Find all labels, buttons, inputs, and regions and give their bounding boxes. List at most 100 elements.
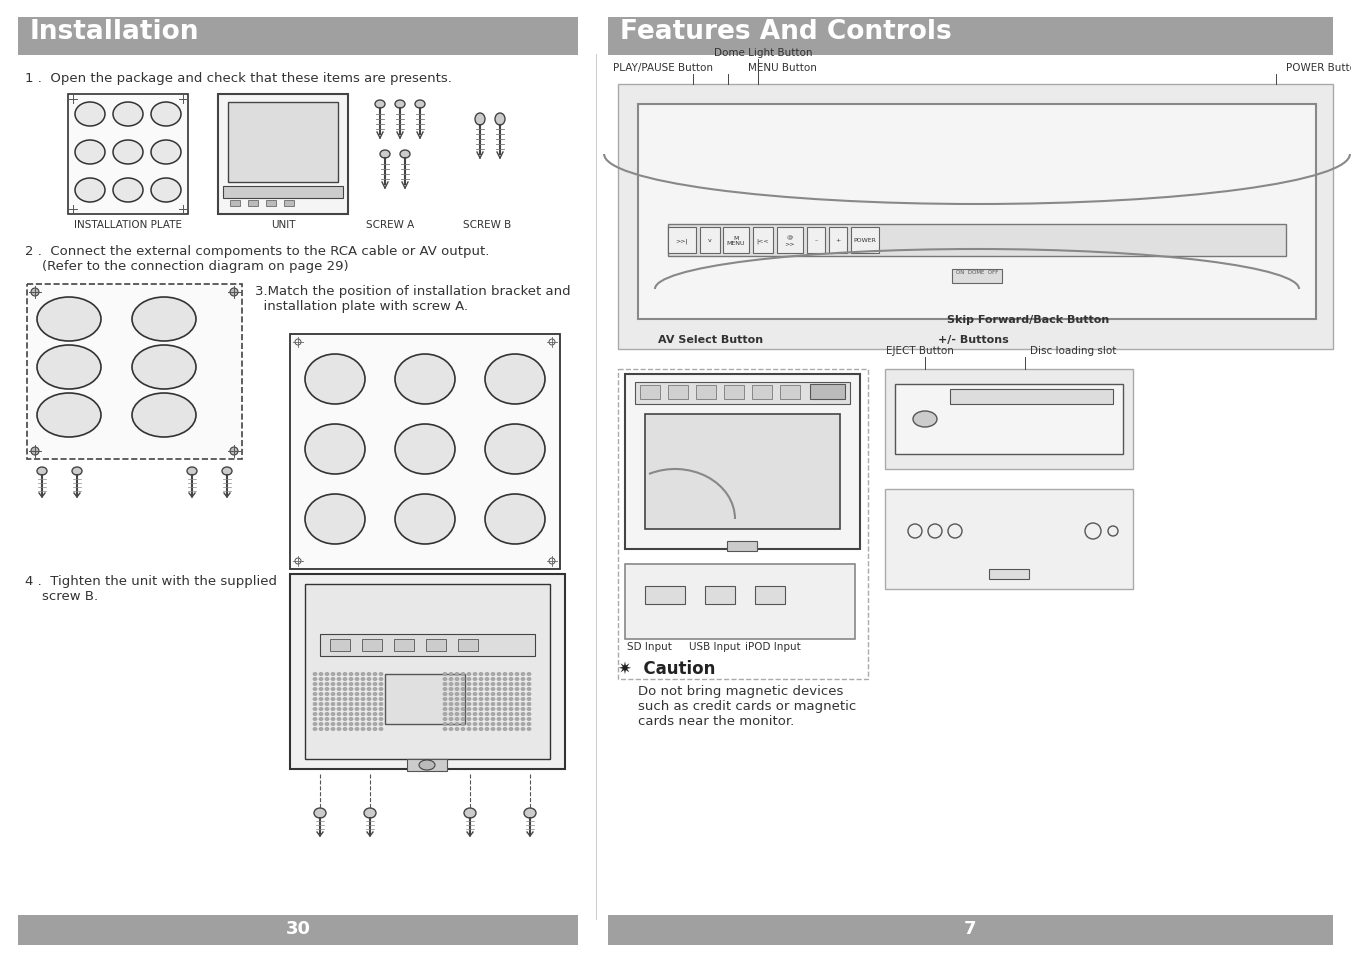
Ellipse shape: [380, 673, 382, 676]
Ellipse shape: [467, 693, 471, 696]
Bar: [617, 85, 1333, 350]
Ellipse shape: [336, 693, 340, 696]
Bar: [635, 382, 850, 405]
Ellipse shape: [355, 673, 359, 676]
Ellipse shape: [449, 708, 453, 711]
Ellipse shape: [509, 713, 513, 716]
Bar: [644, 586, 685, 604]
Ellipse shape: [326, 713, 330, 716]
Ellipse shape: [36, 297, 101, 341]
Bar: [885, 490, 1133, 589]
Text: Disc loading slot: Disc loading slot: [1029, 346, 1116, 355]
Bar: [394, 639, 413, 651]
Ellipse shape: [449, 693, 453, 696]
Ellipse shape: [527, 678, 531, 680]
Ellipse shape: [326, 702, 330, 706]
Bar: [811, 385, 844, 399]
Ellipse shape: [349, 678, 353, 680]
Bar: [667, 386, 688, 399]
Ellipse shape: [480, 708, 484, 711]
Ellipse shape: [326, 708, 330, 711]
Bar: [755, 586, 785, 604]
Ellipse shape: [355, 722, 359, 726]
Text: SCREW B: SCREW B: [463, 220, 511, 230]
Bar: [640, 386, 661, 399]
Ellipse shape: [515, 688, 519, 691]
Ellipse shape: [349, 698, 353, 700]
Ellipse shape: [349, 702, 353, 706]
Ellipse shape: [461, 698, 465, 700]
Ellipse shape: [355, 698, 359, 700]
Ellipse shape: [467, 682, 471, 686]
Ellipse shape: [449, 722, 453, 726]
Ellipse shape: [326, 693, 330, 696]
Ellipse shape: [443, 702, 447, 706]
Ellipse shape: [521, 678, 526, 680]
Ellipse shape: [331, 673, 335, 676]
Ellipse shape: [230, 289, 238, 296]
Ellipse shape: [394, 101, 405, 109]
Ellipse shape: [313, 688, 317, 691]
Bar: [667, 225, 1286, 256]
Ellipse shape: [343, 718, 347, 720]
Ellipse shape: [455, 688, 459, 691]
Ellipse shape: [509, 722, 513, 726]
Ellipse shape: [415, 101, 426, 109]
Bar: [700, 228, 720, 253]
Ellipse shape: [455, 673, 459, 676]
Text: |<<: |<<: [757, 238, 769, 244]
Ellipse shape: [443, 678, 447, 680]
Ellipse shape: [521, 722, 526, 726]
Ellipse shape: [343, 728, 347, 731]
Ellipse shape: [521, 708, 526, 711]
Bar: [407, 760, 447, 771]
Ellipse shape: [380, 713, 382, 716]
Ellipse shape: [349, 722, 353, 726]
Ellipse shape: [380, 151, 390, 159]
Ellipse shape: [113, 103, 143, 127]
Ellipse shape: [380, 718, 382, 720]
Ellipse shape: [497, 702, 501, 706]
Ellipse shape: [461, 673, 465, 676]
Ellipse shape: [343, 722, 347, 726]
Bar: [608, 18, 1333, 56]
Ellipse shape: [476, 113, 485, 126]
Bar: [780, 386, 800, 399]
Ellipse shape: [515, 718, 519, 720]
Text: 3.Match the position of installation bracket and
  installation plate with screw: 3.Match the position of installation bra…: [255, 285, 570, 313]
Ellipse shape: [480, 713, 484, 716]
Bar: [284, 201, 295, 207]
Ellipse shape: [524, 808, 536, 818]
Ellipse shape: [36, 394, 101, 437]
Ellipse shape: [355, 702, 359, 706]
Ellipse shape: [497, 678, 501, 680]
Ellipse shape: [485, 698, 489, 700]
Ellipse shape: [361, 702, 365, 706]
Ellipse shape: [361, 673, 365, 676]
Ellipse shape: [373, 673, 377, 676]
Bar: [667, 228, 696, 253]
Ellipse shape: [349, 673, 353, 676]
Text: POWER Button: POWER Button: [1286, 63, 1351, 73]
Bar: [305, 584, 550, 760]
Ellipse shape: [527, 722, 531, 726]
Ellipse shape: [443, 673, 447, 676]
Ellipse shape: [521, 673, 526, 676]
Ellipse shape: [331, 702, 335, 706]
Ellipse shape: [521, 728, 526, 731]
Ellipse shape: [521, 718, 526, 720]
Ellipse shape: [132, 346, 196, 390]
Ellipse shape: [319, 678, 323, 680]
Ellipse shape: [336, 678, 340, 680]
Ellipse shape: [367, 673, 372, 676]
Text: ✷  Caution: ✷ Caution: [617, 659, 716, 678]
Ellipse shape: [461, 702, 465, 706]
Ellipse shape: [355, 718, 359, 720]
Bar: [807, 228, 825, 253]
Ellipse shape: [480, 682, 484, 686]
Ellipse shape: [497, 682, 501, 686]
Ellipse shape: [326, 673, 330, 676]
Ellipse shape: [363, 808, 376, 818]
Ellipse shape: [461, 722, 465, 726]
Ellipse shape: [515, 708, 519, 711]
